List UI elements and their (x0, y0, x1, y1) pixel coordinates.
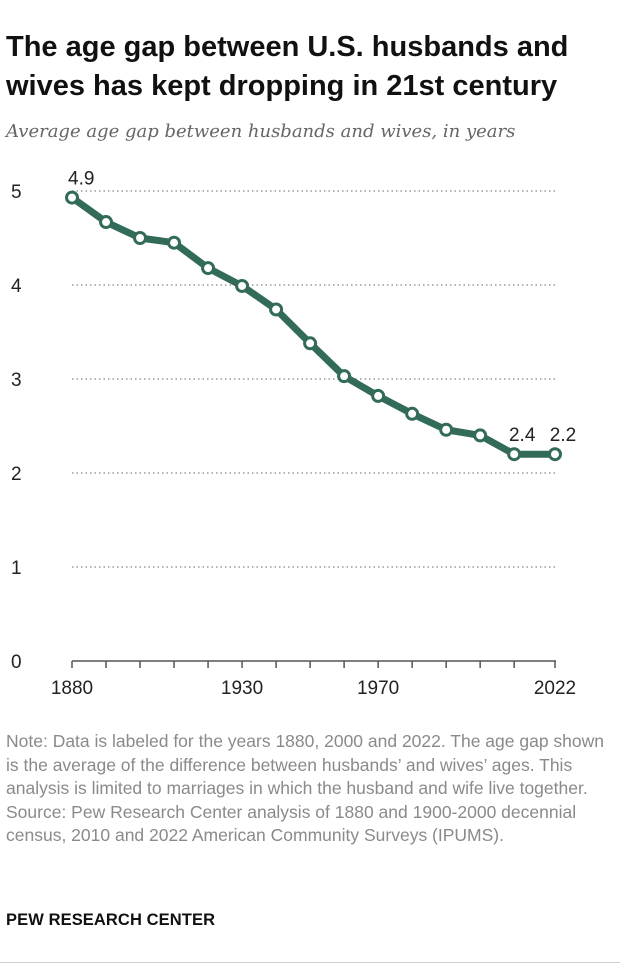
data-point (303, 336, 318, 351)
data-point (167, 235, 182, 250)
chart-title: The age gap between U.S. husbands and wi… (6, 31, 569, 102)
data-point (133, 231, 148, 245)
data-point (99, 215, 114, 230)
data-point (439, 422, 454, 437)
data-point (507, 447, 522, 462)
data-label: 2.4 (509, 425, 536, 446)
data-point (235, 278, 250, 293)
line-chart: 0 1 2 3 4 5 1880 1930 1970 2022 4.9 2.4 2.2 (11, 169, 576, 699)
data-point (473, 428, 488, 443)
y-tick-label: 3 (11, 370, 22, 391)
x-tick-label: 1880 (51, 678, 93, 699)
data-labels: 4.9 2.4 2.2 (68, 169, 576, 447)
x-tick-label: 1930 (221, 678, 263, 699)
data-point (201, 261, 216, 276)
data-point (548, 447, 562, 462)
data-point (269, 302, 284, 317)
note-text: Note: Data is labeled for the years 1880… (6, 731, 605, 798)
data-label: 2.2 (550, 425, 576, 446)
chart-subtitle: Average age gap between husbands and wiv… (6, 121, 516, 142)
source-credit: PEW RESEARCH CENTER (6, 911, 216, 929)
x-axis-labels: 1880 1930 1970 2022 (51, 678, 576, 699)
y-tick-label: 5 (11, 182, 22, 203)
y-tick-label: 4 (11, 276, 22, 297)
source-text: Source: Pew Research Center analysis of … (6, 801, 577, 846)
x-axis (71, 660, 556, 668)
gridlines (72, 190, 555, 568)
x-tick-label: 1970 (357, 678, 399, 699)
y-tick-label: 0 (11, 652, 22, 673)
data-point (337, 369, 352, 384)
data-point (65, 190, 79, 205)
data-points (65, 190, 562, 462)
y-axis-labels: 0 1 2 3 4 5 (11, 182, 22, 673)
x-tick-label: 2022 (534, 678, 576, 699)
y-tick-label: 1 (11, 558, 22, 579)
footnote: Note: Data is labeled for the years 1880… (6, 730, 611, 848)
data-label: 4.9 (68, 169, 94, 190)
data-point (371, 388, 386, 403)
bottom-divider (0, 962, 620, 963)
data-point (405, 406, 420, 421)
y-tick-label: 2 (11, 464, 22, 485)
